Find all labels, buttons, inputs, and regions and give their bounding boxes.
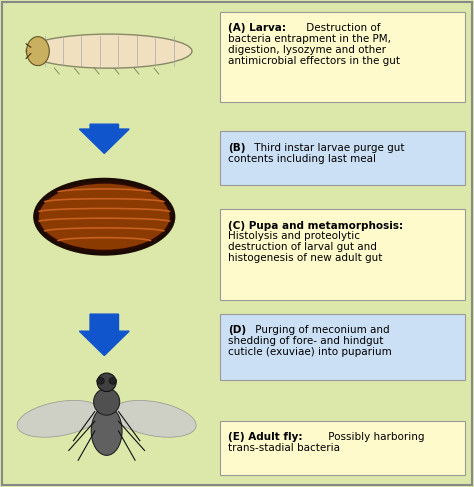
Text: cuticle (exuviae) into puparium: cuticle (exuviae) into puparium	[228, 347, 392, 357]
Text: histogenesis of new adult gut: histogenesis of new adult gut	[228, 253, 383, 263]
Text: (D): (D)	[228, 325, 246, 336]
FancyArrow shape	[80, 314, 129, 356]
Ellipse shape	[26, 34, 192, 68]
FancyArrow shape	[80, 124, 129, 153]
FancyBboxPatch shape	[220, 314, 465, 380]
Text: Histolysis and proteolytic: Histolysis and proteolytic	[228, 231, 360, 242]
Ellipse shape	[94, 389, 119, 415]
Ellipse shape	[27, 37, 49, 66]
Text: bacteria entrapment in the PM,: bacteria entrapment in the PM,	[228, 34, 392, 44]
Ellipse shape	[91, 407, 122, 455]
Ellipse shape	[38, 183, 171, 251]
Text: destruction of larval gut and: destruction of larval gut and	[228, 243, 377, 252]
Text: Possibly harboring: Possibly harboring	[325, 432, 424, 443]
Ellipse shape	[17, 400, 101, 437]
Text: trans-stadial bacteria: trans-stadial bacteria	[228, 443, 340, 453]
FancyBboxPatch shape	[220, 131, 465, 185]
FancyBboxPatch shape	[220, 421, 465, 475]
FancyBboxPatch shape	[220, 12, 465, 102]
Text: Destruction of: Destruction of	[303, 23, 381, 34]
Ellipse shape	[97, 373, 116, 392]
Text: shedding of fore- and hindgut: shedding of fore- and hindgut	[228, 336, 384, 346]
Ellipse shape	[112, 400, 196, 437]
Ellipse shape	[109, 377, 117, 384]
Text: Purging of meconium and: Purging of meconium and	[252, 325, 390, 336]
Text: digestion, lysozyme and other: digestion, lysozyme and other	[228, 45, 386, 55]
Text: Third instar larvae purge gut: Third instar larvae purge gut	[251, 143, 404, 153]
FancyArrow shape	[80, 207, 129, 253]
FancyBboxPatch shape	[220, 209, 465, 300]
Ellipse shape	[33, 178, 175, 256]
Text: (C) Pupa and metamorphosis:: (C) Pupa and metamorphosis:	[228, 221, 403, 231]
Text: (E) Adult fly:: (E) Adult fly:	[228, 432, 303, 443]
Ellipse shape	[97, 377, 104, 384]
Text: (B): (B)	[228, 143, 246, 153]
Text: contents including last meal: contents including last meal	[228, 153, 376, 164]
Text: antimicrobial effectors in the gut: antimicrobial effectors in the gut	[228, 56, 401, 66]
Text: (A) Larva:: (A) Larva:	[228, 23, 286, 34]
